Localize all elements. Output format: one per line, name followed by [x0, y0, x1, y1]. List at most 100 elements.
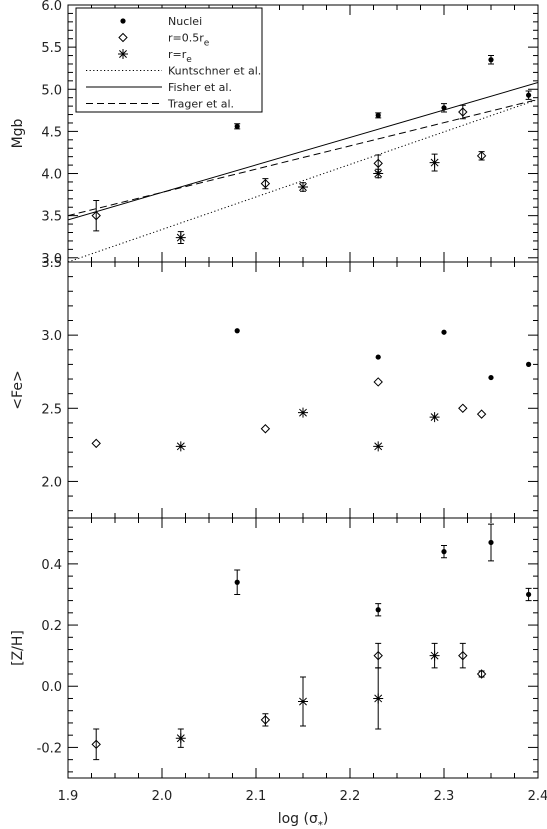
x-tick-label: 2.1 [246, 789, 267, 804]
data-point-asterisk [429, 157, 440, 168]
data-point-dot [526, 92, 532, 98]
data-point-dot [234, 123, 240, 129]
plot-frame [67, 517, 539, 779]
y-axis-label: <Fe> [10, 370, 26, 409]
y-tick-label: 2.0 [41, 475, 62, 490]
fit-line-dotted [68, 98, 538, 262]
data-point-dot [526, 361, 532, 367]
legend-label: Fisher et al. [168, 81, 232, 94]
data-point-diamond [260, 715, 271, 725]
data-point-diamond [476, 669, 487, 679]
error-bar [459, 642, 466, 669]
series-diamond [91, 642, 487, 761]
y-tick-label: 5.0 [41, 83, 62, 98]
x-tick-label: 2.0 [152, 789, 173, 804]
legend-label: Nuclei [168, 15, 202, 28]
data-point-asterisk [298, 182, 308, 193]
data-point-diamond [91, 210, 101, 221]
y-tick-label: 4.5 [41, 125, 62, 140]
x-tick-label: 2.4 [528, 789, 547, 804]
fit-line-solid [68, 82, 538, 221]
y-tick-label: 3.5 [41, 256, 62, 271]
legend-marker-diamond [118, 32, 128, 43]
legend-box [75, 7, 263, 113]
y-tick-label: 6.0 [41, 0, 62, 14]
y-tick-label: 0.2 [41, 619, 62, 634]
data-point-diamond [91, 739, 101, 750]
x-tick-label: 2.3 [434, 789, 455, 804]
legend-label: Kuntschner et al. [168, 65, 261, 78]
series-dot [234, 55, 532, 130]
data-point-diamond [458, 107, 468, 117]
data-point-asterisk [175, 733, 186, 744]
legend-marker-dot [120, 18, 126, 24]
data-point-dot [234, 579, 240, 585]
y-tick-label: 4.0 [41, 168, 62, 183]
error-bar [478, 151, 485, 161]
plot-frame [67, 261, 539, 519]
error-bar [93, 728, 100, 761]
data-point-asterisk [175, 232, 186, 243]
panel-1: 3.0 3.5 4.0 4.5 5.0 5.5 6.0 Mgb Nuclei r=0.5rer=r… [10, 0, 539, 267]
legend-label: Trager et al. [167, 98, 234, 111]
series-dot [234, 328, 532, 381]
data-point-diamond [91, 438, 101, 449]
series-asterisk [175, 153, 440, 244]
series-dot [234, 523, 532, 617]
data-point-asterisk [175, 441, 186, 452]
data-point-dot [526, 591, 532, 598]
legend-label: r=0.5re [168, 32, 210, 49]
error-bar [459, 104, 466, 120]
panel-3: -0.2 0.0 0.2 0.4 1.9 2.0 2.1 2.2 2.3 2.4 [Z/H] log … [10, 517, 547, 829]
data-point-asterisk [373, 693, 384, 704]
panel-2: 2.0 2.5 3.0 3.5 <Fe> [10, 256, 539, 519]
data-point-diamond [373, 158, 383, 169]
data-point-diamond [373, 650, 383, 661]
fit-line-dashed [68, 98, 538, 217]
data-point-diamond [260, 424, 271, 434]
y-tick-label: 3.0 [41, 252, 62, 267]
y-axis-label: [Z/H] [10, 630, 26, 666]
y-tick-label: 0.0 [41, 680, 62, 695]
error-bar [478, 670, 485, 678]
data-point-dot [441, 549, 447, 555]
x-tick-label: 1.9 [58, 789, 79, 804]
legend-marker-asterisk [118, 49, 128, 59]
data-point-dot [375, 607, 381, 613]
series-diamond [91, 104, 487, 232]
data-point-diamond [476, 151, 487, 161]
series-diamond [91, 377, 487, 449]
y-tick-label: 0.4 [41, 558, 62, 573]
y-tick-label: 5.5 [41, 41, 62, 56]
data-point-asterisk [373, 168, 384, 179]
data-point-dot [441, 329, 447, 335]
data-point-diamond [373, 377, 383, 387]
data-point-asterisk [429, 650, 440, 661]
y-tick-label: 3.0 [41, 329, 62, 344]
y-tick-label: 3.5 [41, 210, 62, 225]
data-point-asterisk [298, 407, 308, 418]
data-point-dot [488, 374, 494, 381]
data-point-dot [375, 112, 381, 118]
data-point-diamond [476, 409, 487, 419]
error-bar [93, 199, 100, 232]
data-point-dot [375, 354, 381, 360]
x-axis-label: log (σ*) [278, 811, 329, 829]
data-point-dot [488, 539, 494, 546]
data-point-asterisk [429, 412, 440, 423]
y-tick-label: 2.5 [41, 402, 62, 417]
data-point-diamond [260, 178, 271, 189]
data-point-diamond [458, 403, 468, 413]
y-tick-label: -0.2 [37, 741, 62, 756]
legend-label: r=re [168, 48, 192, 65]
series-asterisk [175, 407, 440, 452]
data-point-asterisk [373, 441, 384, 452]
error-bar [375, 642, 382, 669]
y-axis-label: Mgb [10, 118, 26, 148]
x-tick-label: 2.2 [340, 789, 361, 804]
data-point-dot [234, 328, 240, 334]
data-point-diamond [458, 650, 468, 661]
series-asterisk [175, 642, 440, 748]
